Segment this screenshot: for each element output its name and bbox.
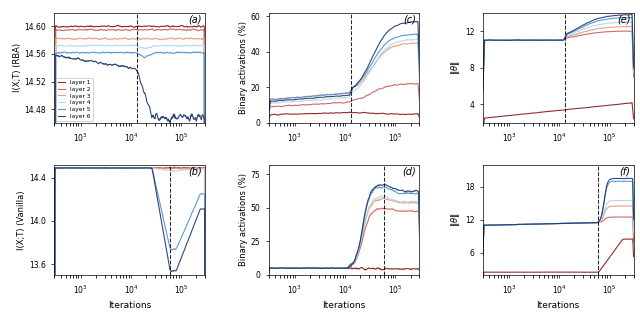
Legend: layer 1, layer 2, layer 3, layer 4, layer 5, layer 6: layer 1, layer 2, layer 3, layer 4, laye… (56, 78, 93, 121)
Text: (f): (f) (620, 167, 630, 177)
Text: (c): (c) (404, 15, 417, 25)
X-axis label: Iterations: Iterations (536, 301, 580, 310)
Y-axis label: I(X;T) (RBA): I(X;T) (RBA) (13, 43, 22, 92)
Y-axis label: $\|\theta\|$: $\|\theta\|$ (449, 61, 462, 75)
X-axis label: Iterations: Iterations (108, 301, 152, 310)
Y-axis label: $\|\theta\|$: $\|\theta\|$ (449, 213, 462, 227)
Text: (b): (b) (188, 167, 202, 177)
Y-axis label: Binary activations (%): Binary activations (%) (239, 21, 248, 114)
Y-axis label: Binary activations (%): Binary activations (%) (239, 173, 248, 266)
Text: (a): (a) (189, 15, 202, 25)
Y-axis label: I(X;T) (Vanilla): I(X;T) (Vanilla) (17, 190, 26, 250)
Text: (d): (d) (403, 167, 417, 177)
X-axis label: Iterations: Iterations (323, 301, 365, 310)
Text: (e): (e) (617, 15, 630, 25)
